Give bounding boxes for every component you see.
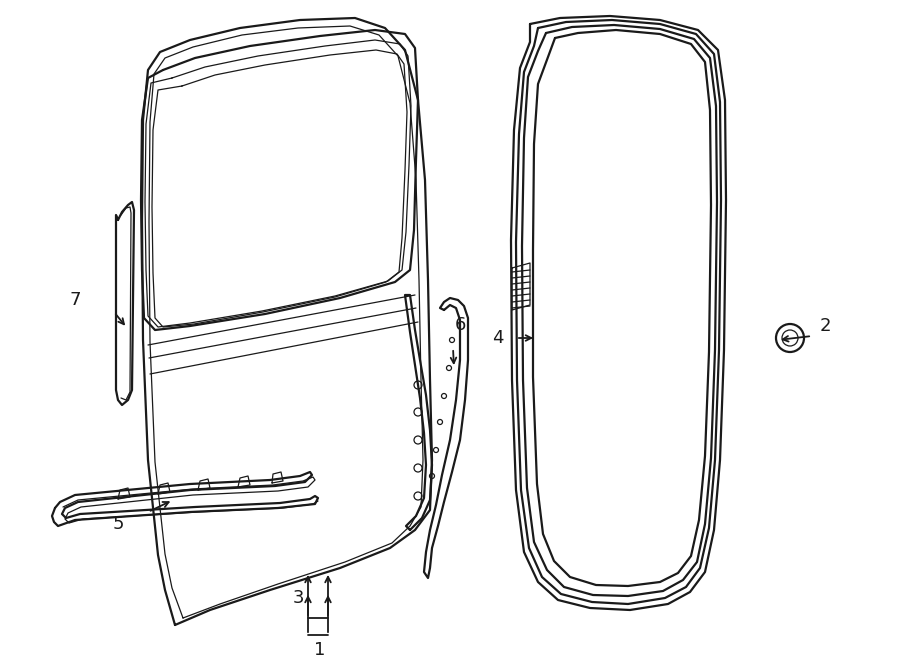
Text: 5: 5 — [112, 515, 124, 533]
Text: 3: 3 — [292, 589, 304, 607]
Text: 7: 7 — [69, 291, 81, 309]
Text: 1: 1 — [314, 641, 326, 659]
Text: 4: 4 — [492, 329, 504, 347]
Text: 2: 2 — [819, 317, 831, 335]
Text: 6: 6 — [454, 316, 465, 334]
